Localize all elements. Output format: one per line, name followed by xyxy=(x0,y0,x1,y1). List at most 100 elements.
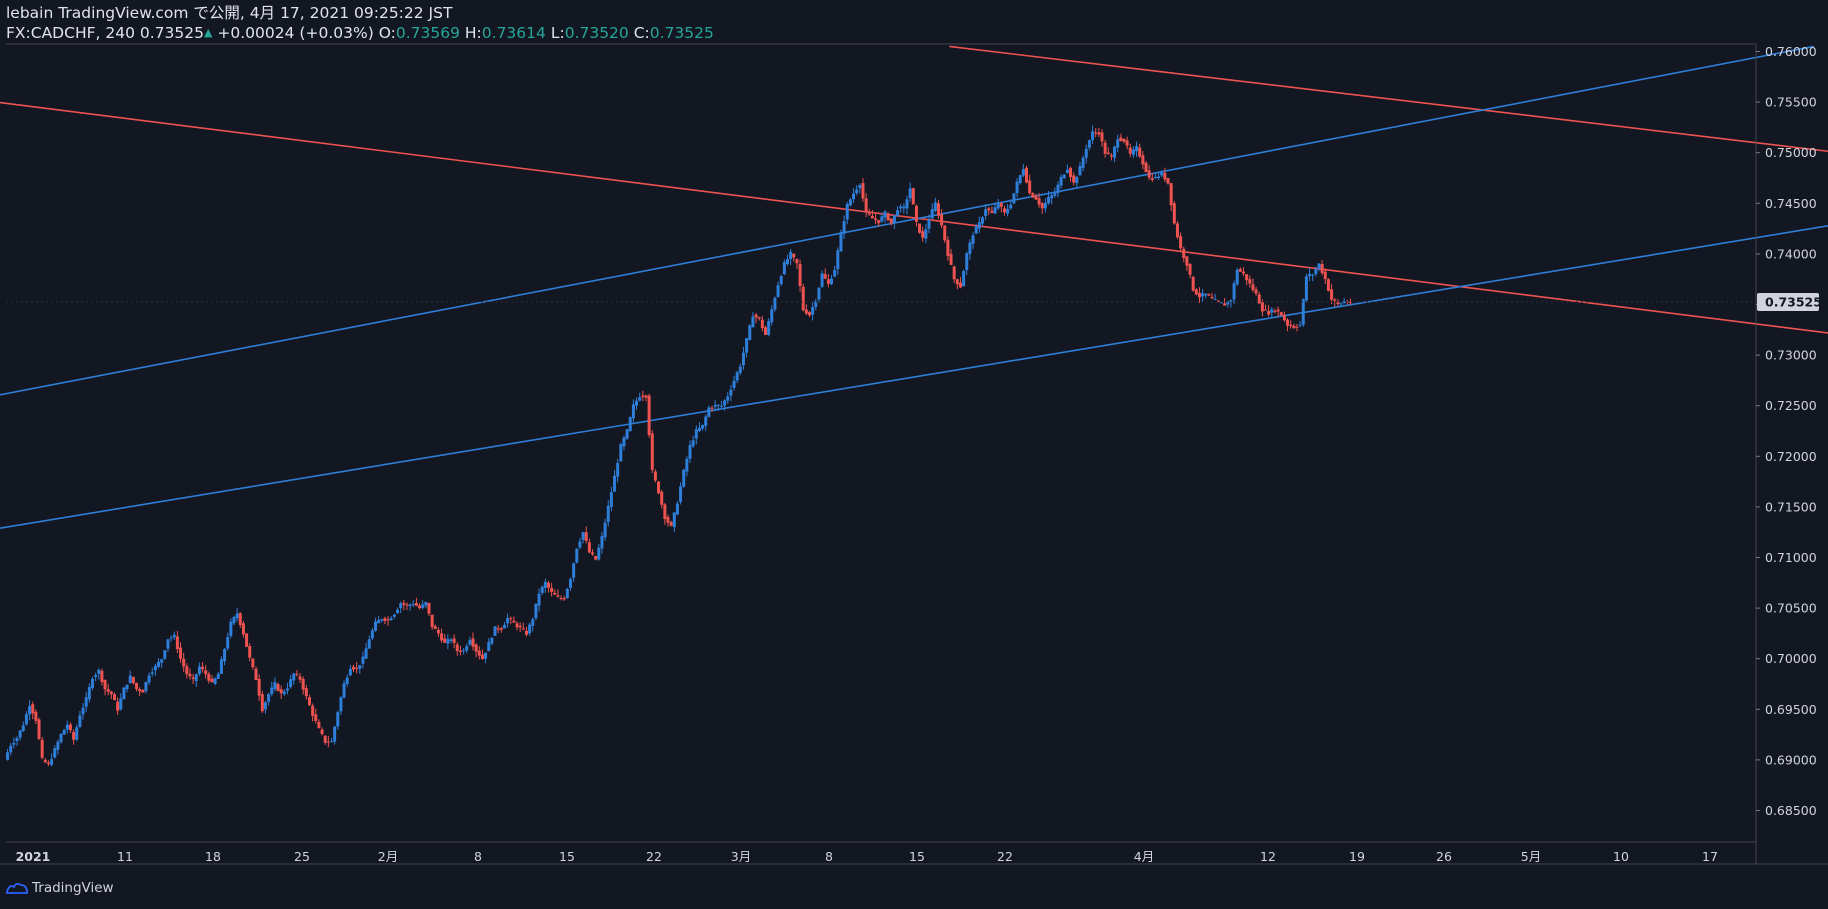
high-value: 0.73614 xyxy=(481,24,546,42)
candle-body xyxy=(1336,301,1340,304)
candle-body xyxy=(87,687,91,700)
y-tick-label: 0.74500 xyxy=(1765,196,1817,211)
candle-body xyxy=(723,400,727,406)
candle-body xyxy=(81,707,85,715)
candle-body xyxy=(153,665,157,671)
candle-body xyxy=(402,603,406,605)
tradingview-branding[interactable]: TradingView xyxy=(6,880,114,896)
candle-body xyxy=(1138,147,1142,157)
candle-body xyxy=(194,674,198,681)
y-tick-label: 0.69500 xyxy=(1765,702,1817,717)
candle-body xyxy=(1006,208,1010,214)
candle-body xyxy=(232,616,236,624)
candle-body xyxy=(701,424,705,429)
candle-body xyxy=(650,433,654,470)
blue-trend-line xyxy=(0,224,1828,530)
y-tick-label: 0.68500 xyxy=(1765,803,1817,818)
candle-body xyxy=(301,678,305,690)
candle-body xyxy=(204,670,208,675)
x-tick-label: 10 xyxy=(1613,849,1629,864)
candle-body xyxy=(965,253,969,271)
candle-body xyxy=(1348,301,1352,303)
candle-body xyxy=(53,748,57,758)
candle-body xyxy=(660,491,664,505)
candle-body xyxy=(550,587,554,592)
candle-body xyxy=(1163,172,1167,180)
candle-body xyxy=(84,697,88,707)
candle-body xyxy=(270,687,274,695)
candle-body xyxy=(591,552,595,555)
candle-body xyxy=(1182,248,1186,259)
candle-body xyxy=(924,229,928,239)
candle-body xyxy=(798,264,802,287)
candle-body xyxy=(540,586,544,593)
candle-body xyxy=(905,199,909,209)
candle-body xyxy=(12,742,16,745)
candle-body xyxy=(462,650,466,652)
candle-body xyxy=(785,259,789,265)
candle-body xyxy=(468,640,472,645)
candle-body xyxy=(833,270,837,277)
candle-body xyxy=(1179,236,1183,249)
candle-body xyxy=(886,213,890,221)
y-tick-label: 0.75500 xyxy=(1765,95,1817,110)
y-tick-label: 0.73000 xyxy=(1765,348,1817,363)
candle-body xyxy=(1169,183,1173,206)
candle-body xyxy=(458,650,462,652)
x-tick-label: 11 xyxy=(117,849,133,864)
candle-body xyxy=(845,204,849,220)
candle-body xyxy=(795,258,799,264)
x-tick-label: 4月 xyxy=(1134,849,1154,864)
candle-body xyxy=(1037,198,1041,205)
candle-body xyxy=(1028,180,1032,194)
candle-body xyxy=(826,279,830,284)
candle-body xyxy=(304,688,308,697)
candle-body xyxy=(436,629,440,634)
candle-body xyxy=(1106,152,1110,155)
candle-body xyxy=(1081,157,1085,168)
candle-body xyxy=(1232,283,1236,300)
candle-body xyxy=(1323,271,1327,280)
candle-body xyxy=(135,682,139,690)
candle-body xyxy=(1131,149,1135,155)
candle-body xyxy=(50,759,54,765)
candle-body xyxy=(138,689,142,692)
candle-body xyxy=(921,231,925,238)
candle-body xyxy=(392,614,396,617)
y-tick-label: 0.72000 xyxy=(1765,449,1817,464)
candle-body xyxy=(855,189,859,194)
candle-body xyxy=(1150,178,1154,180)
candle-body xyxy=(531,619,535,626)
candle-body xyxy=(103,679,107,690)
candle-body xyxy=(883,211,887,218)
candle-body xyxy=(474,644,478,652)
candle-body xyxy=(760,319,764,329)
candle-body xyxy=(223,649,227,662)
candle-body xyxy=(1043,202,1047,209)
candle-body xyxy=(748,325,752,340)
candle-body xyxy=(90,678,94,689)
candle-body xyxy=(229,621,233,636)
x-tick-label: 8 xyxy=(474,849,482,864)
candle-body xyxy=(1109,155,1113,157)
symbol-interval: FX:CADCHF, 240 xyxy=(6,24,135,42)
close-label: C: xyxy=(633,24,650,42)
candle-body xyxy=(182,658,186,667)
candle-body xyxy=(295,673,299,675)
candle-body xyxy=(59,733,63,743)
candle-body xyxy=(119,698,123,710)
candle-body xyxy=(260,694,264,712)
chart-header: lebain TradingView.com で公開, 4月 17, 2021 … xyxy=(6,4,714,43)
candle-body xyxy=(578,541,582,548)
candle-body xyxy=(251,658,255,668)
candle-body xyxy=(735,372,739,381)
candle-body xyxy=(241,623,245,635)
candle-body xyxy=(1204,293,1208,296)
candle-body xyxy=(1342,301,1346,303)
candle-body xyxy=(584,532,588,541)
candle-body xyxy=(877,219,881,224)
candle-body xyxy=(968,242,972,254)
y-tick-label: 0.71500 xyxy=(1765,499,1817,514)
candle-body xyxy=(185,666,189,675)
